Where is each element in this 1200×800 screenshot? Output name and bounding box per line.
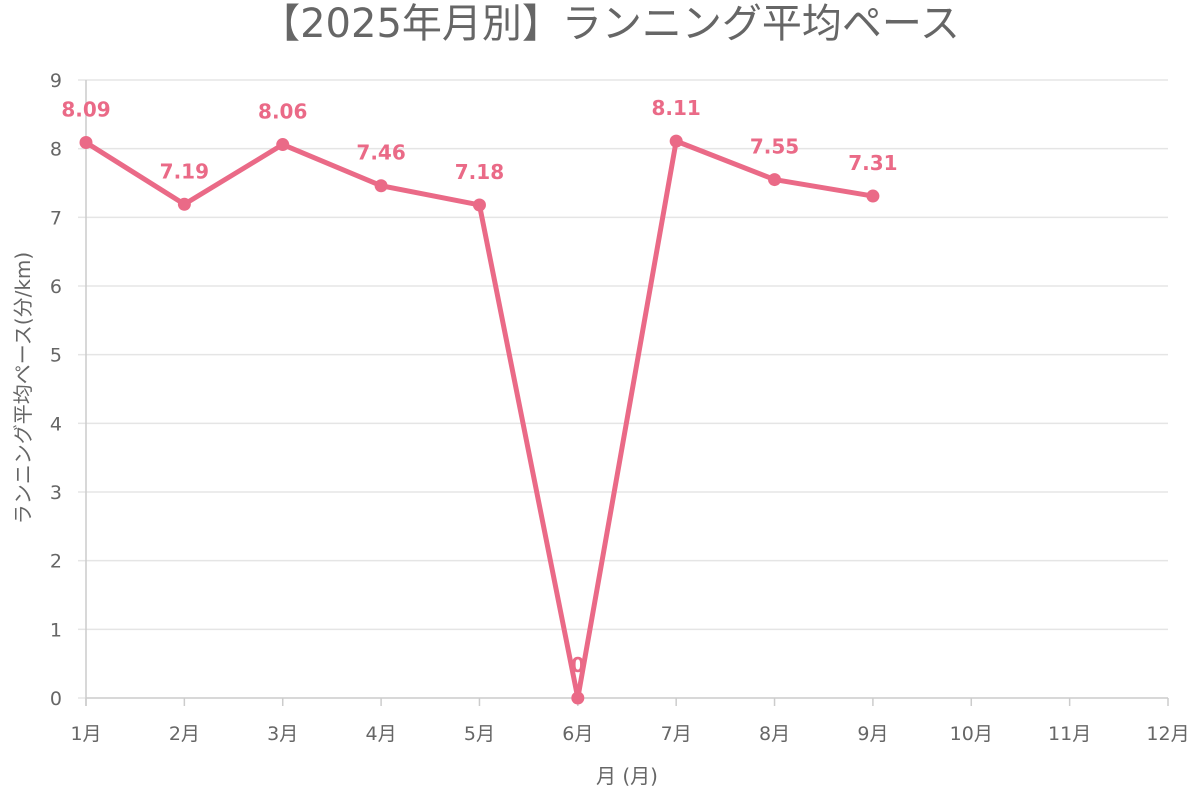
- y-tick-label: 5: [50, 345, 62, 367]
- x-tick-label: 1月: [70, 723, 101, 745]
- x-tick-label: 2月: [169, 723, 200, 745]
- x-axis-label: 月 (月): [596, 764, 658, 788]
- y-tick-label: 1: [50, 619, 62, 641]
- data-label: 8.06: [258, 100, 307, 124]
- x-tick-label: 9月: [857, 723, 888, 745]
- series-line: [83, 138, 876, 701]
- x-tick-label: 4月: [366, 723, 397, 745]
- x-tick-label: 6月: [562, 723, 593, 745]
- data-point[interactable]: [276, 138, 290, 152]
- series-layer: [79, 134, 880, 705]
- x-tick-label: 3月: [267, 723, 298, 745]
- data-label: 8.11: [652, 96, 701, 120]
- y-tick-label: 6: [50, 276, 62, 298]
- data-point[interactable]: [669, 134, 683, 148]
- data-labels: 8.09 7.19 8.06 7.46 7.18 0 8.11 7.55 7.31: [61, 96, 897, 677]
- data-label: 7.19: [160, 159, 209, 183]
- data-point[interactable]: [374, 179, 388, 193]
- data-point[interactable]: [571, 691, 585, 705]
- y-tick-label: 8: [50, 139, 62, 161]
- x-tick-label: 5月: [464, 723, 495, 745]
- x-tick-label: 8月: [759, 723, 790, 745]
- data-label: 7.55: [750, 135, 799, 159]
- data-point[interactable]: [79, 135, 93, 149]
- data-point[interactable]: [472, 198, 486, 212]
- y-tick-label: 2: [50, 551, 62, 573]
- data-point[interactable]: [866, 189, 880, 203]
- x-tick-label: 7月: [661, 723, 692, 745]
- data-point[interactable]: [177, 197, 191, 211]
- data-label: 0: [571, 653, 585, 677]
- chart-title: 【2025年月別】ランニング平均ペース: [260, 1, 960, 47]
- y-tick-label: 4: [50, 413, 62, 435]
- x-tick-label: 11月: [1048, 723, 1091, 745]
- y-axis-label: ランニング平均ペース(分/km): [11, 252, 35, 524]
- y-tick-label: 9: [50, 70, 62, 92]
- data-label: 7.46: [356, 141, 405, 165]
- x-tick-label: 10月: [950, 723, 993, 745]
- x-axis-ticks: 1月 2月 3月 4月 5月 6月 7月 8月 9月 10月 11月 12月: [70, 723, 1189, 745]
- data-label: 7.31: [848, 151, 897, 175]
- data-point[interactable]: [768, 173, 782, 187]
- y-tick-label: 0: [50, 688, 62, 710]
- axes: [85, 80, 1169, 706]
- data-label: 8.09: [61, 97, 110, 121]
- gridlines: [78, 79, 1168, 699]
- y-tick-label: 3: [50, 482, 62, 504]
- y-tick-label: 7: [50, 207, 62, 229]
- data-label: 7.18: [455, 160, 504, 184]
- y-axis-ticks: 0 1 2 3 4 5 6 7 8 9: [50, 70, 62, 710]
- x-tick-label: 12月: [1146, 723, 1189, 745]
